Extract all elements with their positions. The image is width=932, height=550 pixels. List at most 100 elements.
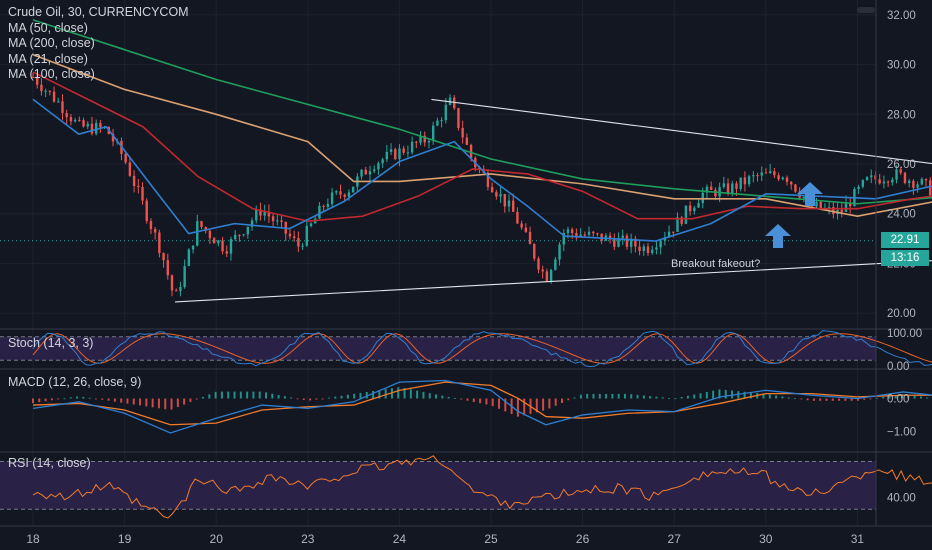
macd-histogram-bar: [277, 394, 280, 399]
candle-body: [373, 169, 376, 172]
candle-body: [364, 169, 367, 175]
macd-histogram-bar: [157, 398, 160, 409]
candle-body: [204, 226, 207, 231]
trendlines-layer: [174, 98, 932, 303]
close-icon[interactable]: [856, 4, 876, 16]
candle-body: [891, 179, 894, 183]
candle-body: [145, 200, 148, 222]
candle-body: [731, 183, 734, 194]
candle-body: [701, 192, 704, 204]
macd-histogram-bar: [812, 398, 815, 401]
candle-body: [436, 120, 439, 126]
legend-ma200[interactable]: MA (200, close): [8, 36, 95, 50]
stoch-label[interactable]: Stoch (14, 3, 3): [8, 336, 94, 350]
macd-histogram-bar: [875, 397, 878, 399]
arrows-layer: [765, 182, 823, 248]
candle-body: [427, 140, 431, 143]
candle-body: [351, 186, 355, 193]
candle-body: [141, 187, 144, 201]
candle-body: [554, 259, 557, 270]
macd-histogram-bar: [164, 398, 167, 410]
x-tick-label: 18: [26, 532, 40, 546]
y-tick-label: 0.00: [887, 361, 909, 373]
candle-body: [242, 234, 245, 236]
candle-body: [343, 194, 346, 197]
candle-body: [149, 221, 153, 230]
candle-body: [874, 175, 877, 180]
candle-body: [705, 186, 709, 193]
x-tick-label: 26: [576, 532, 590, 546]
candle-body: [212, 238, 216, 244]
candle-body: [385, 151, 389, 160]
candle-body: [849, 202, 852, 207]
macd-histogram-bar: [202, 396, 205, 399]
macd-histogram-bar: [793, 398, 796, 400]
indicator-lines-layer: [32, 330, 932, 519]
macd-histogram-bar: [560, 398, 563, 403]
macd-histogram-bar: [195, 398, 198, 400]
macd-histogram-bar: [327, 397, 330, 399]
macd-histogram-bar: [378, 390, 381, 399]
candle-body: [764, 172, 768, 174]
x-tick-label: 25: [484, 532, 498, 546]
macd-histogram-bar: [913, 395, 916, 399]
macd-histogram-bar: [674, 398, 677, 400]
candle-body: [537, 258, 540, 270]
candle-body: [655, 247, 658, 250]
macd-histogram-bar: [296, 398, 299, 400]
macd-histogram-bar: [271, 393, 274, 399]
macd-histogram-bar: [775, 395, 778, 399]
macd-histogram-bar: [38, 398, 41, 403]
x-tick-label: 23: [301, 532, 315, 546]
candle-body: [709, 186, 713, 190]
macd-label[interactable]: MACD (12, 26, close, 9): [8, 375, 142, 389]
candle-body: [507, 200, 511, 207]
macd-histogram-bar: [668, 398, 671, 399]
candle-body: [596, 233, 599, 235]
macd-histogram-bar: [907, 394, 910, 399]
candle-body: [221, 240, 224, 252]
legend-ma100[interactable]: MA (100, close): [8, 67, 95, 81]
candle-body: [250, 220, 254, 227]
candle-body: [920, 178, 924, 185]
macd-histogram-bar: [611, 393, 614, 399]
macd-histogram-bar: [57, 398, 60, 400]
candle-body: [271, 216, 275, 222]
candle-body: [541, 269, 544, 272]
candle-body: [191, 245, 195, 250]
macd-histogram-bar: [888, 395, 891, 399]
candle-body: [592, 231, 595, 234]
candle-body: [773, 171, 776, 176]
y-tick-label: 0.00: [887, 394, 909, 406]
macd-histogram-bar: [542, 398, 545, 411]
candle-body: [638, 246, 641, 252]
macd-histogram-bar: [856, 398, 859, 401]
macd-histogram-bar: [863, 398, 866, 400]
stoch-d-line: [32, 333, 932, 364]
candle-body: [410, 141, 414, 153]
macd-histogram-bar: [403, 388, 406, 399]
candle-body: [368, 171, 372, 175]
macd-histogram-bar: [258, 391, 261, 399]
macd-histogram-bar: [504, 398, 507, 412]
candle-body: [929, 180, 932, 196]
candle-body: [899, 169, 902, 173]
macd-histogram-bar: [699, 393, 702, 399]
legend-ma50[interactable]: MA (50, close): [8, 20, 88, 35]
candle-body: [722, 183, 726, 188]
candle-body: [752, 175, 755, 177]
macd-histogram-bar: [617, 393, 620, 399]
legend-ma21[interactable]: MA (21, close): [8, 51, 88, 66]
candle-body: [634, 238, 637, 247]
candle-body: [267, 211, 271, 217]
candle-body: [31, 77, 35, 79]
moving-average-line: [32, 19, 932, 205]
macd-histogram-bar: [498, 398, 501, 409]
candle-body: [819, 201, 822, 209]
trendline: [174, 260, 932, 303]
candle-body: [330, 192, 334, 204]
macd-histogram-bar: [636, 394, 639, 399]
macd-histogram-bar: [535, 398, 538, 413]
rsi-label[interactable]: RSI (14, close): [8, 456, 91, 470]
macd-histogram-bar: [472, 398, 475, 402]
